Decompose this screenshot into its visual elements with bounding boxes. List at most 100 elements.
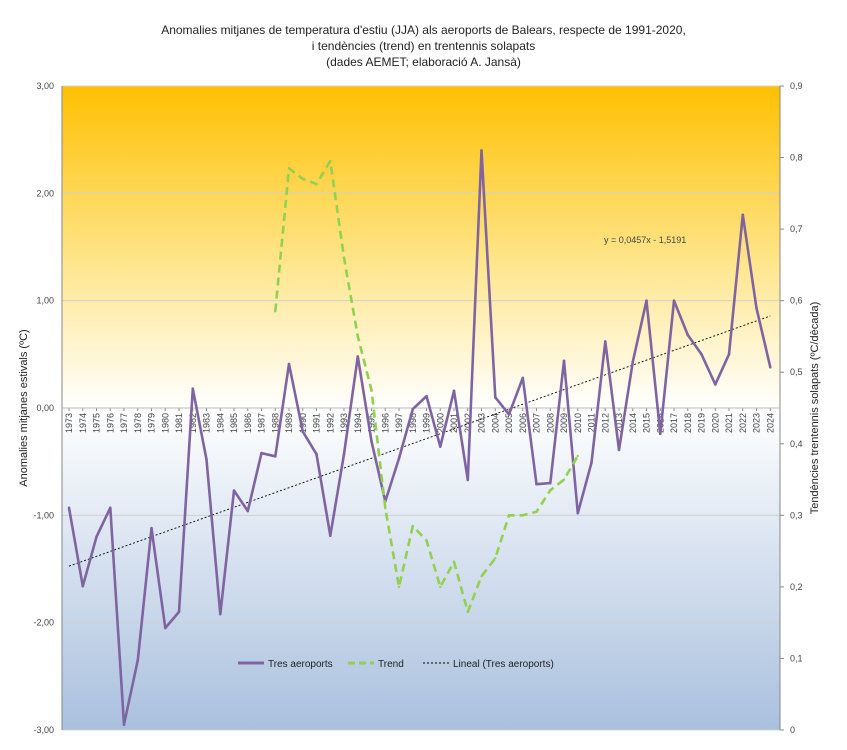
point-tres-aeroports [548,481,552,485]
point-tres-aeroports [672,299,676,302]
x-tick-label: 1998 [408,413,418,433]
point-tres-aeroports [122,723,126,726]
point-trend [507,514,511,517]
x-tick-label: 1984 [215,413,225,433]
point-trend [301,177,304,181]
right-axis-ticks: 0,9 0,8 0,7 0,6 0,5 0,4 0,3 0,2 0,1 0 [780,81,803,735]
point-trend [425,539,428,542]
point-tres-aeroports [205,458,208,461]
x-tick-label: 1982 [188,413,198,433]
point-tres-aeroports [163,626,167,630]
point-trend [315,182,318,186]
y-tick-label: -3,00 [33,725,54,735]
x-tick-label: 2020 [710,413,720,433]
y2-tick-label: 0,1 [790,653,803,663]
point-tres-aeroports [521,376,525,380]
point-trend [521,514,524,517]
point-tres-aeroports [466,478,470,482]
y2-tick-label: 0,5 [790,367,803,377]
point-tres-aeroports [356,355,360,358]
point-tres-aeroports [328,534,332,538]
point-tres-aeroports [645,299,648,302]
point-tres-aeroports [493,395,497,399]
point-trend [370,388,373,392]
x-tick-label: 1985 [229,413,239,433]
point-tres-aeroports [480,149,483,152]
point-tres-aeroports [631,360,635,364]
point-trend [384,506,387,510]
point-tres-aeroports [315,452,318,456]
x-tick-label: 1996 [380,413,390,433]
x-tick-label: 2013 [614,413,624,433]
y2-tick-label: 0,4 [790,439,803,449]
point-tres-aeroports [273,455,277,458]
point-trend [439,585,442,589]
x-tick-label: 1994 [353,413,363,433]
y-tick-label: 3,00 [36,81,54,91]
chart-title-line-2: i tendències (trend) en trentennis solap… [311,39,536,53]
x-tick-label: 2015 [642,413,652,433]
x-tick-label: 1976 [105,413,115,433]
x-tick-label: 1988 [270,413,280,433]
y2-tick-label: 0,8 [790,153,803,163]
point-tres-aeroports [507,413,511,416]
point-trend [397,585,401,589]
y-tick-label: 2,00 [36,188,54,198]
x-tick-label: 2004 [490,413,500,433]
point-trend [411,524,414,528]
legend-label-lineal: Lineal (Tres aeroports) [453,659,554,670]
point-tres-aeroports [232,489,236,492]
y-tick-label: 1,00 [36,296,54,306]
x-tick-label: 1979 [147,413,157,433]
x-tick-label: 2002 [463,413,473,433]
point-tres-aeroports [576,511,580,515]
point-trend [287,167,291,170]
point-tres-aeroports [287,362,291,366]
x-tick-label: 2008 [545,413,555,433]
y-axis-label: Anomalies mitjanes estivals (ºC) [18,329,30,486]
x-tick-label: 2018 [683,413,693,433]
point-trend [274,310,277,313]
point-tres-aeroports [411,407,415,411]
point-tres-aeroports [218,612,222,616]
trendline-equation: y = 0,0457x - 1,5191 [604,235,686,245]
point-tres-aeroports [246,509,250,513]
x-tick-label: 2019 [697,413,707,433]
x-tick-label: 1995 [367,413,377,433]
point-tres-aeroports [603,340,607,343]
x-tick-label: 1986 [243,413,253,433]
x-tick-label: 2017 [669,413,679,433]
point-trend [452,560,456,564]
x-tick-label: 2003 [477,413,487,433]
point-tres-aeroports [67,506,71,510]
x-tick-label: 2022 [738,413,748,433]
point-trend [562,478,566,481]
point-tres-aeroports [425,394,428,398]
point-tres-aeroports [260,451,263,455]
x-tick-label: 2009 [559,413,569,433]
x-tick-label: 1973 [64,413,74,433]
point-trend [356,335,359,338]
point-tres-aeroports [700,353,703,356]
x-tick-label: 2011 [587,413,597,432]
y2-tick-label: 0 [790,725,795,735]
x-tick-label: 1980 [160,413,170,433]
point-trend [576,454,579,458]
y2-tick-label: 0,9 [790,81,803,91]
chart-title-line-1: Anomalies mitjanes de temperatura d'esti… [161,23,686,37]
x-tick-label: 2014 [628,413,638,433]
x-tick-label: 2021 [724,413,734,433]
x-tick-label: 1978 [133,413,143,433]
series-lines [67,149,772,726]
x-tick-label: 1989 [284,413,294,433]
point-tres-aeroports [452,389,456,393]
point-tres-aeroports [108,506,112,510]
x-tick-label: 1999 [422,413,432,433]
point-tres-aeroports [136,658,140,662]
legend: Tres aeroports Trend Lineal (Tres aeropo… [238,659,554,670]
point-tres-aeroports [741,213,745,217]
chart-title-line-3: (dades AEMET; elaboració A. Jansà) [326,55,521,69]
x-tick-label: 1983 [202,413,212,433]
point-trend [549,489,552,492]
